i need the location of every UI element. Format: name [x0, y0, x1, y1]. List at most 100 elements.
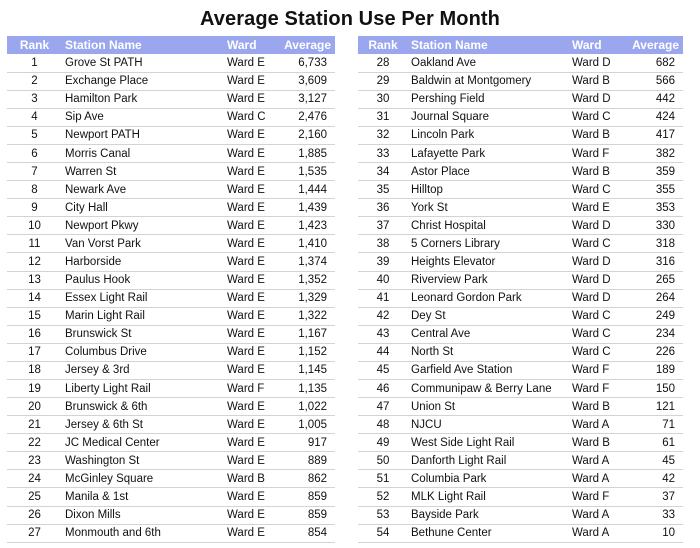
station-name-cell: Riverview Park [408, 271, 572, 290]
table-row: 54 Bethune Center Ward A 10 [358, 524, 683, 543]
ward-cell: Ward E [227, 198, 282, 218]
ward-cell: Ward C [572, 108, 631, 127]
station-name-cell: Columbus Drive [62, 343, 227, 362]
table-row: 49 West Side Light Rail Ward B 61 [358, 433, 683, 453]
ward-cell: Ward A [572, 451, 631, 471]
rank-cell: 37 [358, 216, 408, 236]
table-row: 37 Christ Hospital Ward D 330 [358, 216, 683, 236]
rank-cell: 20 [7, 397, 62, 417]
ward-cell: Ward F [572, 144, 631, 164]
rank-cell: 9 [7, 198, 62, 218]
table-row: 9 City Hall Ward E 1,439 [7, 198, 335, 218]
average-cell: 424 [631, 108, 683, 127]
average-cell: 859 [282, 506, 335, 525]
table-row: 46 Communipaw & Berry Lane Ward F 150 [358, 379, 683, 399]
station-name-cell: West Side Light Rail [408, 433, 572, 453]
table-row: 4 Sip Ave Ward C 2,476 [7, 108, 335, 127]
station-name-cell: Monmouth and 6th [62, 524, 227, 543]
rank-cell: 51 [358, 469, 408, 489]
ward-cell: Ward C [572, 307, 631, 326]
table-row: 33 Lafayette Park Ward F 382 [358, 144, 683, 164]
station-name-cell: Communipaw & Berry Lane [408, 379, 572, 399]
rank-cell: 23 [7, 451, 62, 471]
table-row: 34 Astor Place Ward B 359 [358, 162, 683, 182]
rank-cell: 33 [358, 144, 408, 164]
table-row: 38 5 Corners Library Ward C 318 [358, 234, 683, 254]
station-name-cell: Essex Light Rail [62, 289, 227, 308]
table-row: 35 Hilltop Ward C 355 [358, 180, 683, 200]
average-cell: 854 [282, 524, 335, 543]
ward-cell: Ward E [227, 433, 282, 453]
station-name-cell: Hilltop [408, 180, 572, 200]
average-cell: 1,322 [282, 307, 335, 326]
rank-cell: 13 [7, 271, 62, 290]
station-name-cell: Baldwin at Montgomery [408, 72, 572, 91]
station-name-cell: Central Ave [408, 325, 572, 344]
table-row: 47 Union St Ward B 121 [358, 397, 683, 417]
ward-cell: Ward D [572, 271, 631, 290]
rank-cell: 6 [7, 144, 62, 164]
rank-cell: 42 [358, 307, 408, 326]
station-name-cell: Bethune Center [408, 524, 572, 543]
table-row: 27 Monmouth and 6th Ward E 854 [7, 524, 335, 543]
ward-cell: Ward B [572, 162, 631, 182]
station-table-right: Rank Station Name Ward Average 28 Oakland… [358, 36, 683, 543]
average-cell: 318 [631, 234, 683, 254]
table-row: 30 Pershing Field Ward D 442 [358, 90, 683, 109]
station-name-cell: Lafayette Park [408, 144, 572, 164]
average-cell: 1,885 [282, 144, 335, 164]
table-row: 41 Leonard Gordon Park Ward D 264 [358, 289, 683, 308]
average-cell: 917 [282, 433, 335, 453]
station-name-cell: Liberty Light Rail [62, 379, 227, 399]
station-name-cell: Oakland Ave [408, 54, 572, 73]
table-row: 52 MLK Light Rail Ward F 37 [358, 487, 683, 507]
column-header-ward: Ward [227, 36, 282, 55]
ward-cell: Ward E [227, 524, 282, 543]
ward-cell: Ward E [227, 307, 282, 326]
ward-cell: Ward D [572, 252, 631, 272]
ward-cell: Ward C [572, 343, 631, 362]
average-cell: 1,135 [282, 379, 335, 399]
average-cell: 61 [631, 433, 683, 453]
station-name-cell: Garfield Ave Station [408, 361, 572, 380]
station-name-cell: Paulus Hook [62, 271, 227, 290]
station-name-cell: Hamilton Park [62, 90, 227, 109]
station-name-cell: Harborside [62, 252, 227, 272]
average-cell: 1,535 [282, 162, 335, 182]
average-cell: 359 [631, 162, 683, 182]
rank-cell: 38 [358, 234, 408, 254]
column-header-average: Average [631, 36, 683, 55]
table-row: 13 Paulus Hook Ward E 1,352 [7, 271, 335, 290]
station-name-cell: Grove St PATH [62, 54, 227, 73]
table-row: 29 Baldwin at Montgomery Ward B 566 [358, 72, 683, 91]
average-cell: 264 [631, 289, 683, 308]
rank-cell: 25 [7, 487, 62, 507]
table-row: 21 Jersey & 6th St Ward E 1,005 [7, 415, 335, 435]
rank-cell: 12 [7, 252, 62, 272]
average-cell: 2,160 [282, 126, 335, 145]
ward-cell: Ward E [227, 271, 282, 290]
column-header-station: Station Name [62, 36, 227, 55]
station-name-cell: Manila & 1st [62, 487, 227, 507]
station-name-cell: Christ Hospital [408, 216, 572, 236]
ward-cell: Ward B [572, 433, 631, 453]
station-name-cell: Newport Pkwy [62, 216, 227, 236]
average-cell: 1,352 [282, 271, 335, 290]
ward-cell: Ward A [572, 506, 631, 525]
ward-cell: Ward C [572, 234, 631, 254]
ward-cell: Ward C [572, 325, 631, 344]
station-name-cell: Dey St [408, 307, 572, 326]
average-cell: 3,127 [282, 90, 335, 109]
station-name-cell: Warren St [62, 162, 227, 182]
rank-cell: 16 [7, 325, 62, 344]
average-cell: 121 [631, 397, 683, 417]
ward-cell: Ward D [572, 54, 631, 73]
table-row: 28 Oakland Ave Ward D 682 [358, 54, 683, 73]
rank-cell: 36 [358, 198, 408, 218]
ward-cell: Ward C [572, 180, 631, 200]
ward-cell: Ward E [227, 180, 282, 200]
table-row: 26 Dixon Mills Ward E 859 [7, 506, 335, 525]
station-name-cell: Washington St [62, 451, 227, 471]
ward-cell: Ward F [572, 361, 631, 380]
rank-cell: 49 [358, 433, 408, 453]
